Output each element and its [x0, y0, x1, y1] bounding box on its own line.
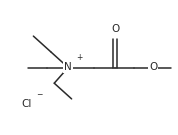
Text: N: N [64, 63, 72, 72]
Text: O: O [149, 63, 158, 72]
Text: O: O [111, 24, 119, 34]
Text: Cl: Cl [21, 99, 32, 109]
Text: −: − [36, 91, 42, 99]
Text: +: + [76, 53, 82, 62]
